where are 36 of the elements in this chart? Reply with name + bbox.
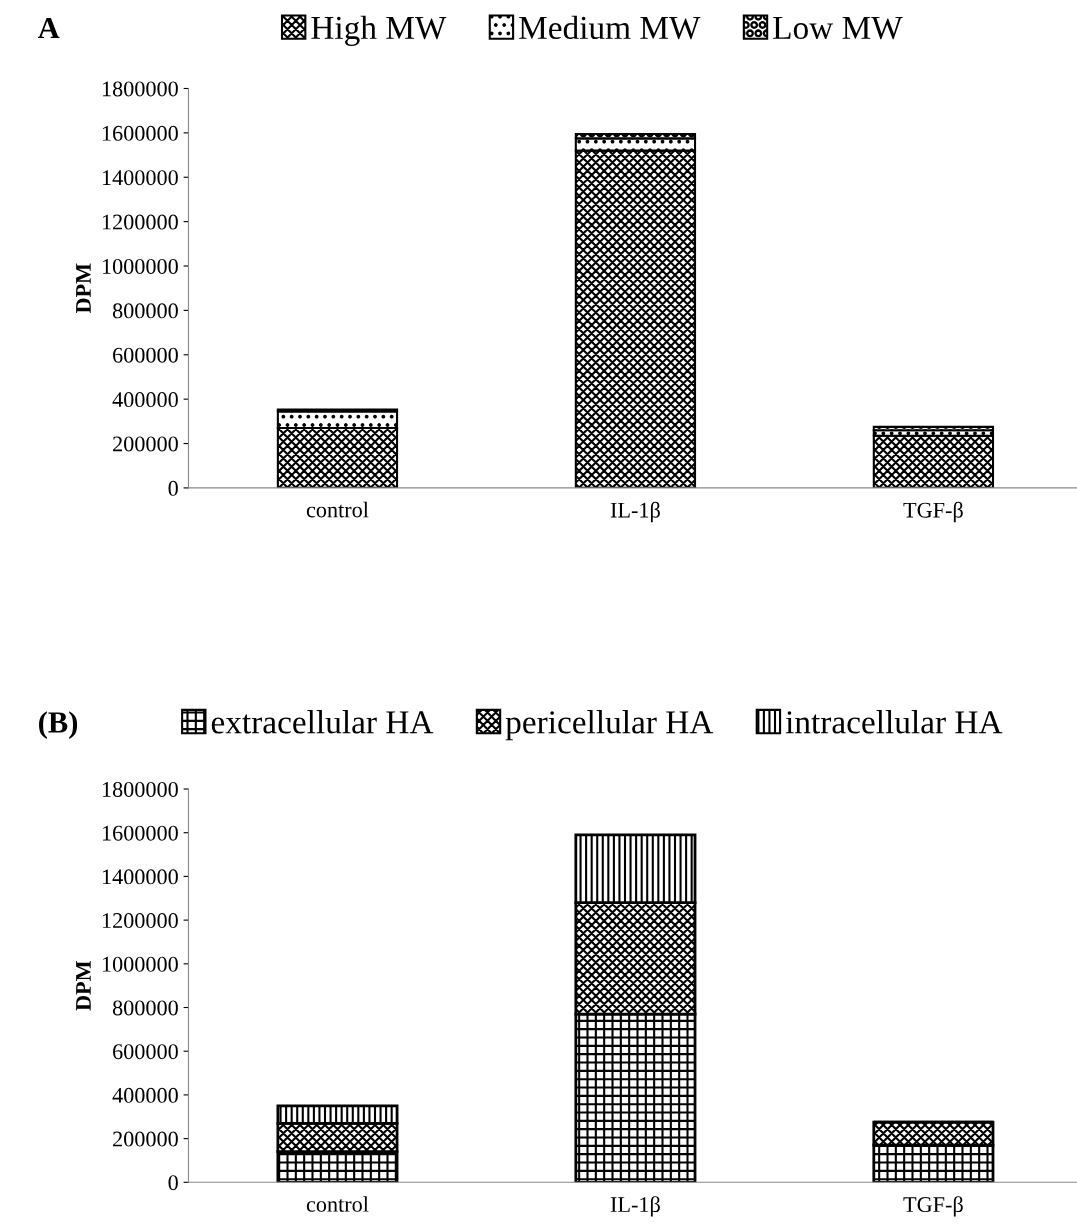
y-tick-label: 200000 (113, 436, 178, 452)
y-tick-label: 600000 (113, 1044, 178, 1060)
legend-label: pericellular HA (505, 710, 714, 741)
y-tick-label: 1200000 (102, 214, 178, 230)
x-tick-label: TGF-β (903, 1196, 963, 1217)
legend-label: Low MW (773, 16, 903, 40)
y-tick-label: 1600000 (102, 825, 178, 841)
y-axis-title: DPM (76, 961, 91, 1011)
x-tick-label: IL-1β (610, 501, 660, 523)
legend-label: High MW (311, 15, 447, 46)
legend-label: Medium MW (519, 15, 701, 40)
y-tick-label: 1400000 (102, 869, 178, 885)
chart-title: A (38, 17, 60, 39)
y-tick-label: 400000 (112, 392, 178, 408)
legend-label: extracellular HA (211, 710, 434, 734)
y-tick-label: 800000 (112, 1000, 178, 1016)
y-tick-label: 1800000 (102, 781, 178, 797)
y-tick-label: 0 (168, 480, 178, 496)
legend-label: intracellular HA (785, 710, 1003, 734)
y-tick-label: 1800000 (102, 81, 178, 97)
y-tick-label: 400000 (112, 1087, 178, 1103)
y-tick-label: 200000 (113, 1131, 178, 1147)
y-tick-label: 1400000 (102, 170, 178, 186)
x-tick-label: control (306, 1196, 369, 1212)
y-tick-label: 1000000 (102, 956, 178, 972)
y-tick-label: 0 (168, 1175, 178, 1191)
y-axis-title: DPM (76, 263, 91, 314)
y-tick-label: 1200000 (102, 913, 178, 929)
y-tick-label: 1600000 (102, 125, 178, 141)
chart-title: (B) (39, 711, 78, 739)
x-tick-label: TGF-β (903, 501, 963, 523)
x-tick-label: control (306, 501, 369, 518)
y-tick-label: 800000 (112, 303, 178, 319)
y-tick-label: 600000 (113, 347, 178, 363)
x-tick-label: IL-1β (610, 1196, 660, 1217)
y-tick-label: 1000000 (102, 258, 178, 274)
